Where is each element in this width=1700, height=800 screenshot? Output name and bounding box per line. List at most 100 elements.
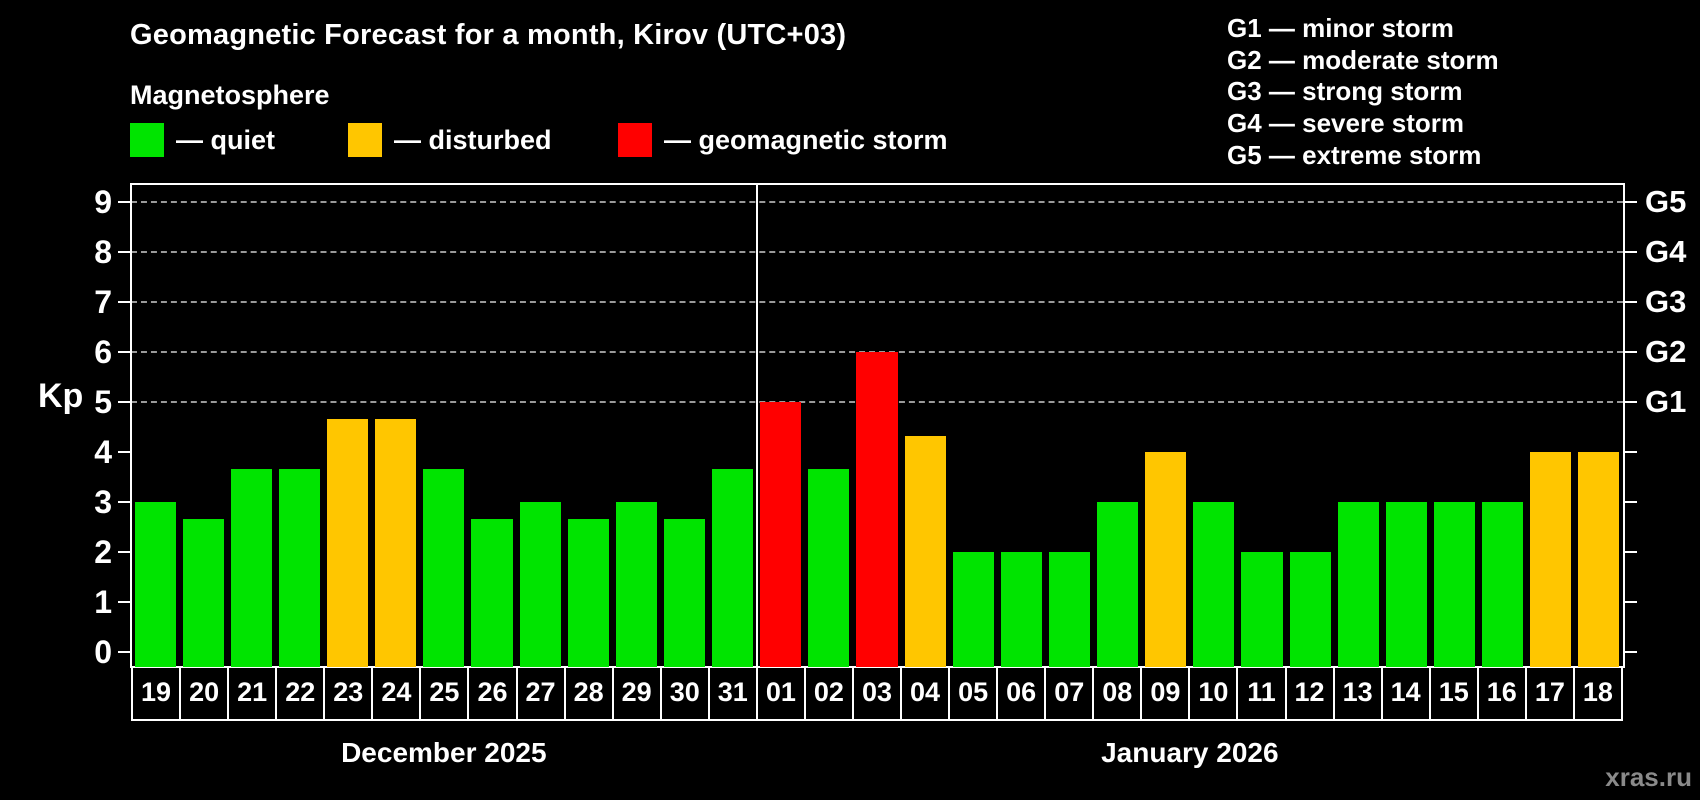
y-tick-label-1: 1 xyxy=(94,584,112,620)
y-tick-right-3 xyxy=(1625,501,1637,503)
disturbed-swatch-icon xyxy=(348,123,382,157)
g-scale-legend-line-g1: G1 — minor storm xyxy=(1227,13,1454,43)
day-cell-21: 21 xyxy=(229,668,278,719)
kp-bar-day-18 xyxy=(1578,452,1620,667)
kp-bar-day-12 xyxy=(1289,552,1331,667)
day-cell-19: 19 xyxy=(131,668,182,719)
kp-bar-day-26 xyxy=(471,518,513,667)
y-tick-label-7: 7 xyxy=(94,284,112,320)
y-tick-label-8: 8 xyxy=(94,234,112,270)
y-tick-right-0 xyxy=(1625,651,1637,653)
legend-label-quiet: — quiet xyxy=(176,124,275,155)
day-cell-17: 17 xyxy=(1527,668,1575,719)
kp-bar-day-09 xyxy=(1145,452,1187,667)
g-level-label-g3: G3 xyxy=(1645,284,1687,319)
day-cell-13: 13 xyxy=(1335,668,1383,719)
g-level-label-g4: G4 xyxy=(1645,234,1687,269)
storm-swatch-icon xyxy=(618,123,652,157)
kp-bar-day-23 xyxy=(327,418,369,667)
y-tick-right-1 xyxy=(1625,601,1637,603)
day-cell-15: 15 xyxy=(1431,668,1479,719)
kp-bar-day-19 xyxy=(134,502,176,667)
y-tick-left-1 xyxy=(118,601,130,603)
y-tick-left-6 xyxy=(118,351,130,353)
day-cell-12: 12 xyxy=(1287,668,1335,719)
gridline-kp9 xyxy=(131,201,1623,203)
g-level-label-g1: G1 xyxy=(1645,384,1687,419)
y-tick-label-6: 6 xyxy=(94,334,112,370)
g-scale-legend-line-g2: G2 — moderate storm xyxy=(1227,44,1499,75)
legend-label-storm: — geomagnetic storm xyxy=(664,124,948,155)
y-tick-left-7 xyxy=(118,301,130,303)
day-cell-03: 03 xyxy=(854,668,902,719)
y-tick-label-3: 3 xyxy=(94,484,112,520)
y-tick-label-0: 0 xyxy=(94,634,112,670)
y-tick-right-9 xyxy=(1625,201,1637,203)
y-tick-label-5: 5 xyxy=(94,384,112,420)
day-cell-07: 07 xyxy=(1046,668,1095,719)
y-tick-right-5 xyxy=(1625,401,1637,403)
kp-bar-day-30 xyxy=(663,518,706,667)
day-cell-10: 10 xyxy=(1190,668,1239,719)
day-cell-22: 22 xyxy=(277,668,326,719)
g-level-label-g2: G2 xyxy=(1645,334,1687,369)
day-cell-30: 30 xyxy=(662,668,710,719)
kp-bar-day-15 xyxy=(1433,502,1476,667)
day-cell-24: 24 xyxy=(373,668,422,719)
left-axis-line xyxy=(130,183,132,668)
y-tick-right-6 xyxy=(1625,351,1637,353)
kp-bar-day-01 xyxy=(760,402,802,667)
kp-bar-day-13 xyxy=(1337,502,1379,667)
legend-item-storm: — geomagnetic storm xyxy=(618,123,948,157)
chart-subtitle: Magnetosphere xyxy=(130,80,330,110)
g-scale-legend: G1 — minor storm G2 — moderate storm G3 … xyxy=(1227,13,1499,172)
y-tick-left-4 xyxy=(118,451,130,453)
gridline-kp8 xyxy=(131,251,1623,253)
day-cell-04: 04 xyxy=(902,668,951,719)
y-tick-left-0 xyxy=(118,651,130,653)
month-label-january: January 2026 xyxy=(1101,737,1279,768)
day-cell-20: 20 xyxy=(181,668,230,719)
y-tick-left-3 xyxy=(118,501,130,503)
kp-bar-day-22 xyxy=(278,468,320,667)
kp-bar-day-02 xyxy=(808,468,850,667)
day-cell-26: 26 xyxy=(469,668,518,719)
y-tick-left-5 xyxy=(118,401,130,403)
day-cell-09: 09 xyxy=(1142,668,1191,719)
g-scale-legend-line-g5: G5 — extreme storm xyxy=(1227,139,1482,170)
day-axis-row: 19 20 21 22 23 24 25 26 27 28 29 30 31 01 02 03 04 05 06 07… xyxy=(131,666,1623,721)
kp-bar-day-27 xyxy=(519,502,561,667)
watermark: xras.ru xyxy=(1605,762,1692,792)
g-scale-legend-line-g4: G4 — severe storm xyxy=(1227,108,1465,139)
day-cell-31: 31 xyxy=(710,668,758,719)
kp-bar-day-28 xyxy=(567,518,609,667)
kp-bar-day-16 xyxy=(1482,502,1524,667)
y-tick-right-2 xyxy=(1625,551,1637,553)
kp-bar-day-03 xyxy=(856,352,898,667)
right-axis-line xyxy=(1623,183,1625,668)
month-separator-line xyxy=(755,183,758,666)
y-tick-left-8 xyxy=(118,251,130,253)
month-label-december: December 2025 xyxy=(341,737,547,768)
day-cell-29: 29 xyxy=(614,668,662,719)
y-tick-left-2 xyxy=(118,551,130,553)
legend-label-disturbed: — disturbed xyxy=(394,124,552,155)
kp-bar-day-10 xyxy=(1193,502,1235,667)
g-level-label-g5: G5 xyxy=(1645,184,1687,219)
day-cell-23: 23 xyxy=(325,668,374,719)
gridline-kp7 xyxy=(131,301,1623,303)
legend-item-disturbed: — disturbed xyxy=(348,123,552,157)
y-tick-right-8 xyxy=(1625,251,1637,253)
kp-bar-day-31 xyxy=(712,468,754,667)
y-tick-label-9: 9 xyxy=(94,184,112,220)
day-cell-27: 27 xyxy=(518,668,566,719)
kp-bar-day-29 xyxy=(615,502,657,667)
day-cell-14: 14 xyxy=(1383,668,1431,719)
kp-bar-day-21 xyxy=(230,468,272,667)
kp-bar-day-06 xyxy=(1000,552,1042,667)
day-cell-25: 25 xyxy=(421,668,470,719)
kp-bar-day-07 xyxy=(1048,552,1091,667)
y-tick-label-4: 4 xyxy=(94,434,112,470)
